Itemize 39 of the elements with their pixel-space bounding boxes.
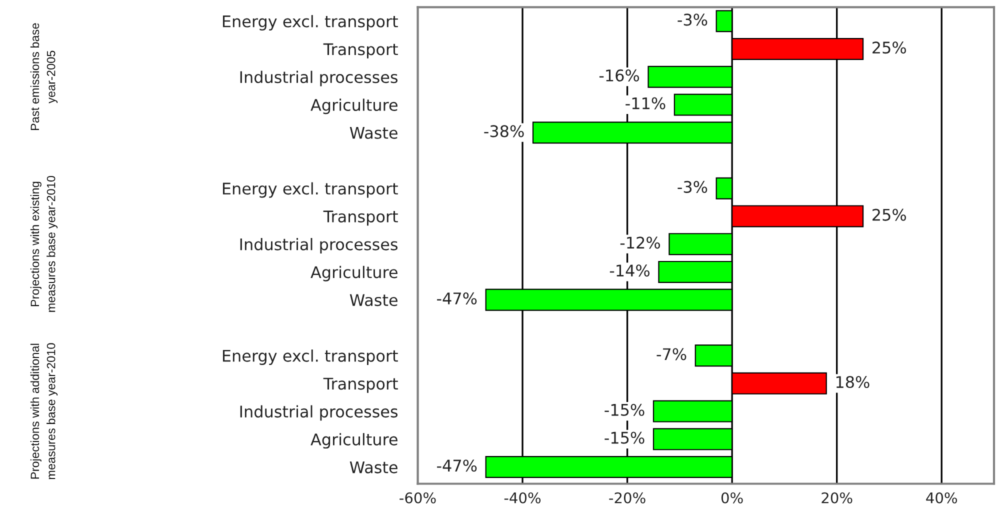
data-label: -11% (626, 97, 666, 110)
y-tick-label: Industrial processes (240, 238, 398, 254)
data-label: 18% (836, 376, 870, 388)
data-label: -14% (610, 264, 650, 277)
y-tick-label: Agriculture (310, 433, 398, 449)
x-tick-label: 0% (721, 492, 743, 504)
data-label: 25% (872, 208, 906, 221)
y-tick-label: Energy excl. transport (222, 15, 398, 31)
data-label: -47% (437, 292, 477, 304)
y-tick-label: Energy excl. transport (222, 182, 398, 198)
y-tick-label: Waste (350, 127, 398, 139)
data-label: -15% (604, 432, 644, 444)
text: Projections with additional measures base year-2010 (30, 343, 58, 480)
text: Past emissions base year-2005 (30, 23, 58, 130)
y-tick-label: Transport (323, 210, 398, 226)
x-tick-label: -20% (609, 492, 646, 504)
data-label: -3% (678, 14, 708, 26)
x-tick-label: -40% (504, 492, 541, 504)
data-label: -3% (678, 180, 708, 193)
y-tick-label: Industrial processes (240, 70, 398, 86)
x-tick-label: 20% (822, 492, 852, 504)
y-tick-label: Waste (350, 461, 398, 474)
y-tick-label: Energy excl. transport (222, 349, 398, 365)
x-tick-label: -60% (400, 492, 436, 504)
y-tick-label: Transport (323, 43, 398, 58)
data-label: -12% (620, 236, 660, 249)
data-label: -38% (484, 125, 524, 138)
x-tick-label: 40% (926, 492, 958, 504)
data-label: 25% (872, 42, 906, 54)
data-label: -7% (656, 348, 686, 360)
data-label: -15% (604, 404, 644, 416)
y-tick-label: Transport (323, 378, 398, 393)
y-tick-label: Agriculture (310, 98, 398, 114)
y-tick-label: Industrial processes (240, 405, 398, 421)
data-label: -47% (437, 460, 477, 472)
y-tick-label: Waste (350, 294, 398, 306)
y-tick-label: Agriculture (310, 266, 398, 282)
data-label: -16% (599, 69, 640, 82)
text: Projections with existing measures base year-2010 (30, 176, 58, 312)
